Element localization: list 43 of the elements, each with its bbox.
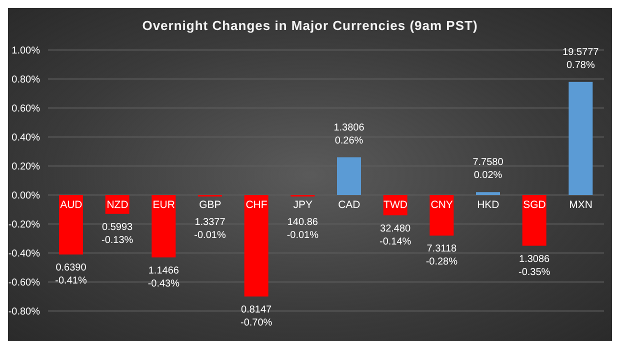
bar (568, 82, 593, 195)
data-label: 1.1466 -0.43% (148, 265, 180, 290)
bar (522, 195, 546, 246)
bar (430, 195, 454, 236)
data-label: 0.8147 -0.70% (240, 304, 272, 328)
y-tick-label: 1.00% (12, 46, 40, 57)
data-label: 7.7580 0.02% (472, 157, 504, 182)
data-label: 0.6390 -0.41% (55, 262, 87, 286)
y-tick-label: 0.20% (12, 162, 40, 173)
x-tick-label: SGD (523, 199, 546, 211)
y-tick-label: -0.20% (8, 220, 40, 231)
y-tick-label: -0.60% (8, 278, 40, 289)
x-tick-label: CAD (338, 199, 361, 211)
data-label: 1.3086 -0.35% (518, 254, 550, 278)
data-label: 32.480 -0.14% (379, 223, 412, 248)
data-label: 19.5777 0.78% (562, 46, 600, 71)
x-tick-label: CNY (430, 199, 453, 211)
data-label: 0.5993 -0.13% (101, 222, 134, 246)
data-label: 7.3118 -0.28% (426, 244, 458, 268)
y-tick-label: 0.40% (12, 132, 40, 144)
x-tick-label: AUD (60, 199, 83, 211)
bar (337, 157, 361, 195)
y-tick-label: -0.40% (8, 248, 40, 260)
x-tick-label: GBP (199, 199, 222, 211)
data-label: 1.3806 0.26% (334, 122, 365, 146)
x-tick-label: JPY (293, 199, 312, 211)
x-tick-label: HKD (477, 199, 500, 211)
x-tick-label: TWD (384, 199, 408, 211)
y-tick-label: 0.60% (12, 104, 40, 115)
x-tick-label: NZD (106, 199, 129, 211)
data-label: 1.3377 -0.01% (194, 217, 226, 241)
bar (244, 195, 268, 296)
chart-title: Overnight Changes in Major Currencies (9am PST) (141, 18, 479, 33)
x-tick-label: MXN (569, 199, 593, 211)
bar (59, 195, 83, 254)
x-tick-label: CHF (246, 199, 268, 211)
bar (476, 192, 500, 195)
bar (152, 195, 176, 258)
y-tick-label: -0.80% (8, 306, 40, 318)
y-tick-label: 0.80% (12, 74, 40, 86)
x-tick-label: EUR (152, 199, 176, 211)
y-tick-label: 0.00% (12, 190, 40, 202)
data-label: 140.86 -0.01% (286, 217, 319, 241)
